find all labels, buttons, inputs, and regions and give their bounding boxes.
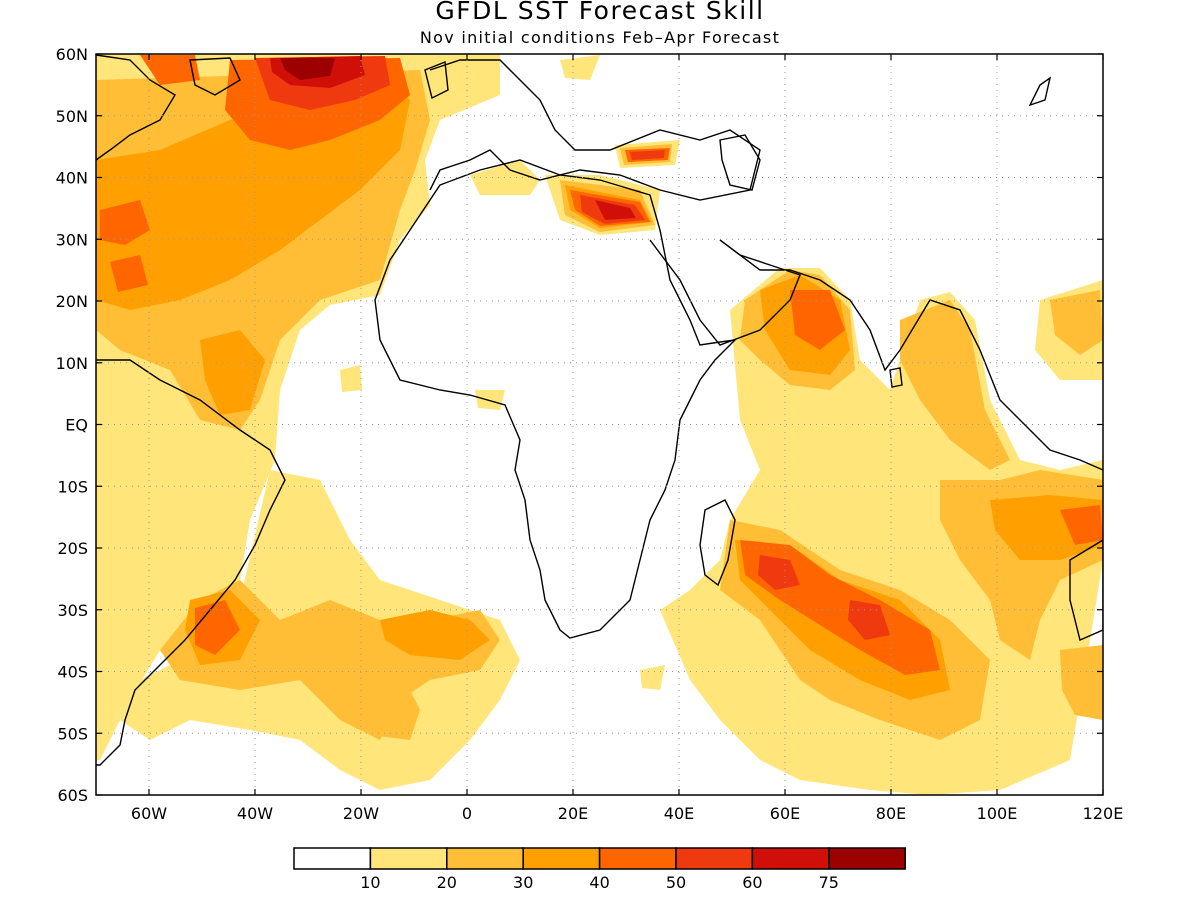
lon-tick-label: 120E bbox=[1083, 804, 1124, 823]
australia-coastline bbox=[1069, 539, 1103, 641]
colorbar-swatch bbox=[598, 847, 677, 870]
colorbar-swatch bbox=[828, 847, 906, 870]
map-subtitle: Nov initial conditions Feb–Apr Forecast bbox=[419, 28, 781, 47]
arabia-coastline bbox=[649, 239, 801, 346]
lon-tick-label: 60E bbox=[770, 804, 800, 823]
japan-coastline bbox=[1028, 76, 1052, 107]
greenland-tip-coastline bbox=[189, 57, 241, 96]
lon-tick-label: 40E bbox=[664, 804, 694, 823]
colorbar-label: 30 bbox=[513, 873, 533, 892]
lon-tick-label: 40W bbox=[237, 804, 273, 823]
colorbar-swatch bbox=[751, 847, 830, 870]
lat-tick-label: 10S bbox=[57, 477, 88, 496]
lat-tick-label: 60S bbox=[57, 786, 88, 805]
lon-tick-label: 80E bbox=[876, 804, 906, 823]
colorbar-swatch bbox=[446, 847, 524, 870]
colorbar-swatch bbox=[675, 847, 754, 870]
south-america-coastline bbox=[96, 359, 286, 766]
colorbar-label: 60 bbox=[742, 873, 762, 892]
coastline-layer bbox=[96, 54, 1103, 766]
madagascar-coastline bbox=[699, 499, 736, 587]
skill-level-75-plus bbox=[280, 58, 335, 80]
colorbar-swatch bbox=[293, 847, 372, 870]
colorbar-label: 20 bbox=[437, 873, 457, 892]
uk-coastline bbox=[424, 61, 449, 100]
colorbar-label: 75 bbox=[819, 873, 839, 892]
lat-tick-label: 10N bbox=[56, 354, 88, 373]
lat-tick-label: 40N bbox=[56, 169, 88, 188]
latitude-labels: 60N 50N 40N 30N 20N 10N EQ 10S 20S 30S 40S 50S 60S bbox=[56, 45, 88, 805]
lat-tick-label: 50N bbox=[56, 107, 88, 126]
lat-tick-label: 30N bbox=[56, 230, 88, 249]
lat-tick-label: 40S bbox=[57, 663, 88, 682]
colorbar-swatch bbox=[369, 847, 448, 870]
longitude-labels: 60W 40W 20W 0 20E 40E 60E 80E 100E 120E bbox=[131, 804, 1123, 823]
colorbar-swatch bbox=[522, 847, 601, 870]
colorbar-label: 10 bbox=[360, 873, 380, 892]
caspian-coastline bbox=[719, 134, 761, 191]
colorbar-label: 50 bbox=[666, 873, 686, 892]
skill-field-layer bbox=[96, 54, 1103, 795]
lat-tick-label: 50S bbox=[57, 724, 88, 743]
lon-tick-label: 100E bbox=[977, 804, 1018, 823]
axis-ticks bbox=[96, 53, 1104, 796]
asia-coastline bbox=[719, 239, 1103, 471]
colorbar: 10 20 30 40 50 60 75 bbox=[293, 847, 906, 892]
lon-tick-label: 20E bbox=[558, 804, 588, 823]
lat-tick-label: 20N bbox=[56, 292, 88, 311]
africa-coastline bbox=[374, 159, 737, 639]
colorbar-label: 40 bbox=[589, 873, 609, 892]
lat-tick-label: 30S bbox=[57, 601, 88, 620]
sri-lanka-coastline bbox=[889, 367, 903, 388]
lon-tick-label: 60W bbox=[131, 804, 167, 823]
north-america-coastline bbox=[96, 54, 176, 161]
lat-tick-label: 60N bbox=[56, 45, 88, 64]
lon-tick-label: 20W bbox=[343, 804, 379, 823]
lat-tick-label: 20S bbox=[57, 539, 88, 558]
lat-tick-label: EQ bbox=[65, 416, 88, 435]
lon-tick-label: 0 bbox=[462, 804, 472, 823]
map-title: GFDL SST Forecast Skill bbox=[435, 0, 765, 25]
europe-coastline bbox=[429, 59, 761, 201]
